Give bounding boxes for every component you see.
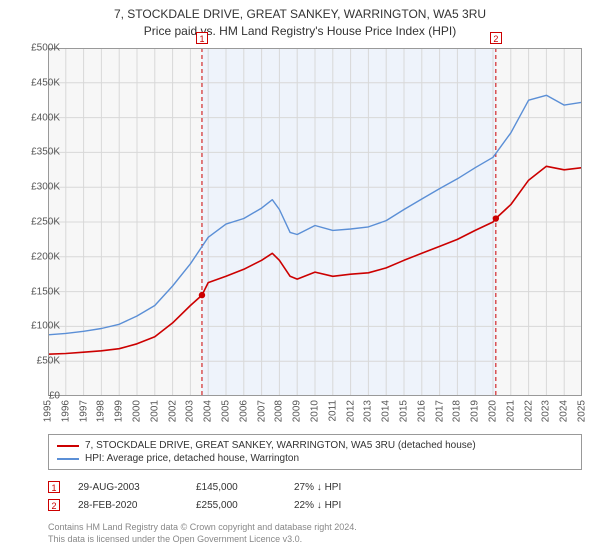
y-tick-label: £350K [16, 147, 60, 158]
transaction-price: £145,000 [196, 482, 276, 493]
legend: 7, STOCKDALE DRIVE, GREAT SANKEY, WARRIN… [48, 434, 582, 470]
x-tick-label: 2012 [345, 400, 356, 422]
transaction-date: 28-FEB-2020 [78, 500, 178, 511]
event-marker-box: 1 [196, 32, 208, 44]
x-tick-label: 1995 [43, 400, 54, 422]
x-tick-label: 1998 [96, 400, 107, 422]
x-tick-label: 1996 [60, 400, 71, 422]
x-tick-label: 2002 [167, 400, 178, 422]
title-line2: Price paid vs. HM Land Registry's House … [0, 23, 600, 40]
x-tick-label: 2015 [399, 400, 410, 422]
title-block: 7, STOCKDALE DRIVE, GREAT SANKEY, WARRIN… [0, 0, 600, 40]
y-tick-label: £250K [16, 217, 60, 228]
y-tick-label: £500K [16, 43, 60, 54]
x-tick-label: 1997 [78, 400, 89, 422]
legend-label: HPI: Average price, detached house, Warr… [85, 453, 299, 464]
transaction-row: 1 29-AUG-2003 £145,000 27% ↓ HPI [48, 478, 582, 496]
y-tick-label: £200K [16, 251, 60, 262]
x-tick-label: 2020 [488, 400, 499, 422]
legend-label: 7, STOCKDALE DRIVE, GREAT SANKEY, WARRIN… [85, 440, 476, 451]
legend-item: 7, STOCKDALE DRIVE, GREAT SANKEY, WARRIN… [57, 439, 573, 452]
y-tick-label: £50K [16, 356, 60, 367]
transaction-marker: 1 [48, 481, 60, 493]
transactions-table: 1 29-AUG-2003 £145,000 27% ↓ HPI 2 28-FE… [48, 478, 582, 514]
x-tick-label: 2003 [185, 400, 196, 422]
x-tick-label: 2011 [327, 400, 338, 422]
y-tick-label: £450K [16, 77, 60, 88]
attribution-line1: Contains HM Land Registry data © Crown c… [48, 522, 582, 534]
event-marker-box: 2 [490, 32, 502, 44]
x-tick-label: 2006 [238, 400, 249, 422]
x-tick-label: 2022 [523, 400, 534, 422]
y-tick-label: £100K [16, 321, 60, 332]
chart-svg [48, 48, 582, 396]
attribution: Contains HM Land Registry data © Crown c… [48, 522, 582, 545]
x-tick-label: 2025 [577, 400, 588, 422]
legend-swatch [57, 445, 79, 447]
x-tick-label: 2024 [559, 400, 570, 422]
x-tick-label: 2021 [505, 400, 516, 422]
x-tick-label: 2001 [149, 400, 160, 422]
x-tick-label: 2018 [452, 400, 463, 422]
x-tick-label: 2004 [203, 400, 214, 422]
legend-item: HPI: Average price, detached house, Warr… [57, 452, 573, 465]
x-tick-label: 2008 [274, 400, 285, 422]
transaction-marker: 2 [48, 499, 60, 511]
x-tick-label: 2014 [381, 400, 392, 422]
x-tick-label: 2016 [416, 400, 427, 422]
attribution-line2: This data is licensed under the Open Gov… [48, 534, 582, 546]
x-tick-label: 2023 [541, 400, 552, 422]
y-tick-label: £300K [16, 182, 60, 193]
y-tick-label: £150K [16, 286, 60, 297]
x-tick-label: 2007 [256, 400, 267, 422]
transaction-price: £255,000 [196, 500, 276, 511]
x-tick-label: 2010 [310, 400, 321, 422]
x-tick-label: 2013 [363, 400, 374, 422]
transaction-row: 2 28-FEB-2020 £255,000 22% ↓ HPI [48, 496, 582, 514]
x-tick-label: 2000 [132, 400, 143, 422]
chart-area [48, 48, 582, 396]
x-tick-label: 2009 [292, 400, 303, 422]
x-tick-label: 2019 [470, 400, 481, 422]
transaction-date: 29-AUG-2003 [78, 482, 178, 493]
legend-swatch [57, 458, 79, 460]
chart-container: 7, STOCKDALE DRIVE, GREAT SANKEY, WARRIN… [0, 0, 600, 560]
x-tick-label: 2017 [434, 400, 445, 422]
x-tick-label: 2005 [221, 400, 232, 422]
transaction-pct: 27% ↓ HPI [294, 482, 394, 493]
x-tick-label: 1999 [114, 400, 125, 422]
title-line1: 7, STOCKDALE DRIVE, GREAT SANKEY, WARRIN… [0, 6, 600, 23]
y-tick-label: £400K [16, 112, 60, 123]
transaction-pct: 22% ↓ HPI [294, 500, 394, 511]
